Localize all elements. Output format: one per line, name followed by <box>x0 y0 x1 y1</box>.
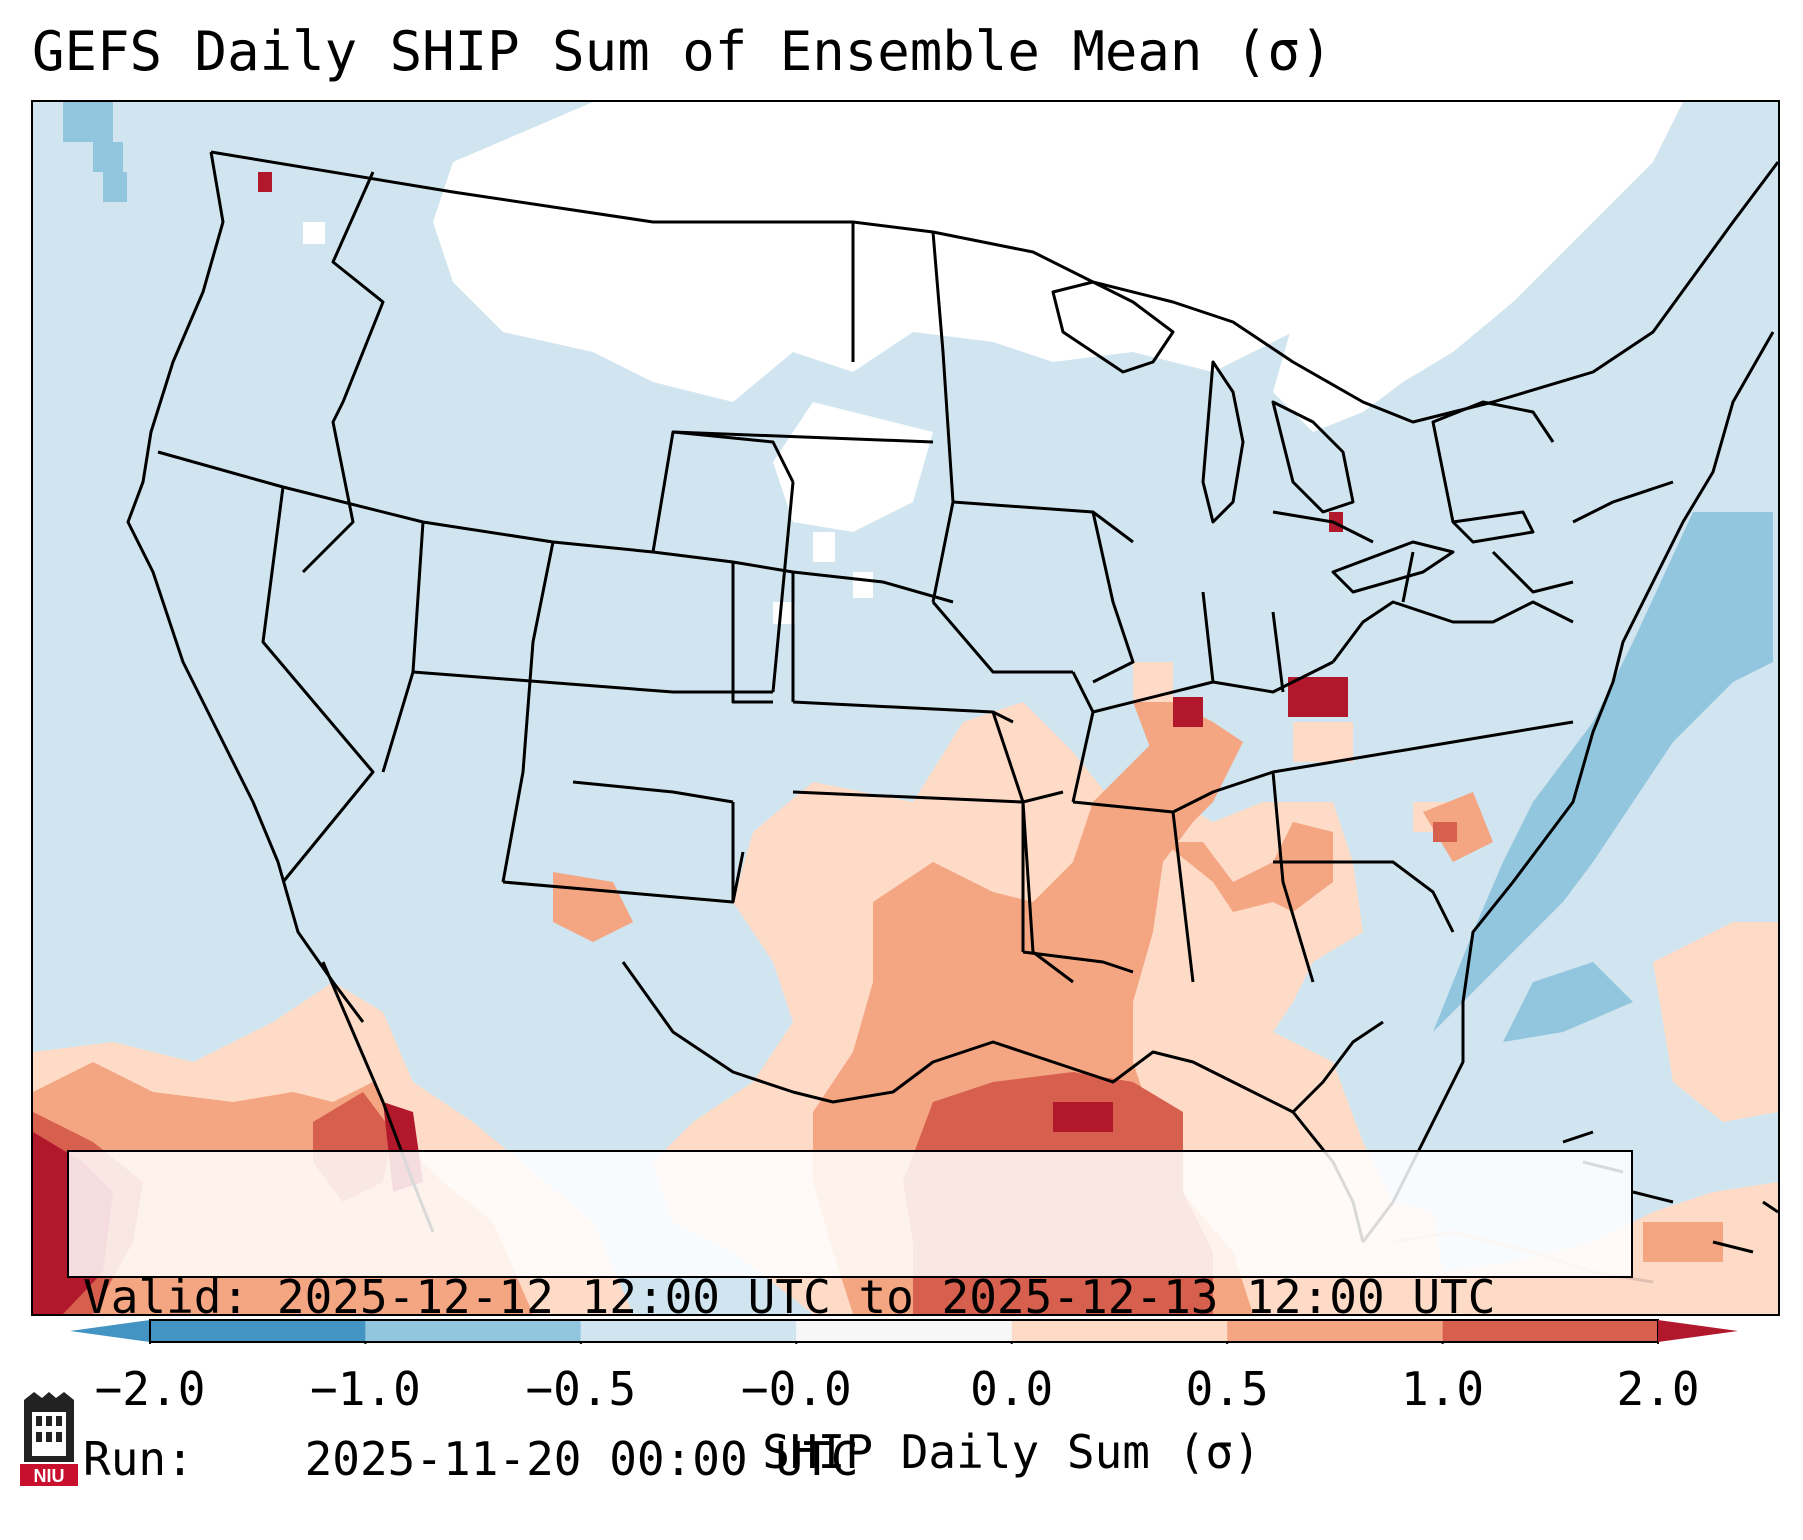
valid-value: 2025-12-12 12:00 UTC to 2025-12-13 12:00… <box>276 1270 1496 1324</box>
east-coast-line <box>1361 331 1775 1243</box>
colorbar <box>70 1319 1738 1344</box>
lake-michigan <box>1201 360 1245 524</box>
colorbar-bin <box>1227 1320 1443 1342</box>
lake-ontario <box>1451 510 1535 544</box>
valid-time-line: Valid: 2025-12-12 12:00 UTC to 2025-12-1… <box>83 1270 1617 1324</box>
colorbar-bin <box>580 1320 797 1342</box>
neutral-shading <box>303 102 1683 624</box>
colorbar-tick-label: −2.0 <box>94 1362 206 1416</box>
four-corners <box>412 670 773 694</box>
colorbar-bin <box>365 1320 581 1342</box>
valid-run-info-box: Valid: 2025-12-12 12:00 UTC to 2025-12-1… <box>67 1150 1633 1486</box>
chart-title: GEFS Daily SHIP Sum of Ensemble Mean (σ) <box>32 20 1333 83</box>
great-lakes <box>1051 280 1175 374</box>
colorbar-bin <box>150 1320 366 1342</box>
valid-label: Valid: <box>83 1270 250 1324</box>
florida-line <box>1291 1020 1384 1114</box>
niu-logo-text: NIU <box>34 1466 65 1486</box>
colorbar-tick-label: −1.0 <box>310 1362 421 1416</box>
niu-logo: NIU <box>20 1392 78 1486</box>
colorbar-bin <box>1442 1320 1658 1342</box>
colorbar-tick-label: 2.0 <box>1616 1362 1700 1416</box>
colorbar-label: SHIP Daily Sum (σ) <box>762 1425 1261 1479</box>
colorbar-tick-label: 0.0 <box>970 1362 1054 1416</box>
negative-anomaly-shading <box>63 102 1773 1292</box>
colorbar-tick-label: 1.0 <box>1401 1362 1485 1416</box>
colorbar-tick-label: −0.5 <box>525 1362 637 1416</box>
map-panel[interactable] <box>31 100 1780 1316</box>
colorbar-tick-label: −0.0 <box>740 1362 852 1416</box>
run-label: Run: <box>83 1432 194 1486</box>
lake-erie <box>1331 540 1455 594</box>
gulf-coast-line <box>621 961 1365 1243</box>
west-coast-line <box>126 151 365 1023</box>
colorbar-under-arrow <box>70 1320 150 1342</box>
colorbar-bin <box>1011 1320 1228 1342</box>
colorbar-over-arrow <box>1658 1320 1738 1342</box>
colorbar-bin <box>796 1320 1012 1342</box>
run-value: 2025-11-20 00:00 UTC <box>304 1432 859 1486</box>
canada-border <box>210 150 1778 424</box>
map-canvas <box>33 102 1778 1314</box>
run-time-line: Run: 2025-11-20 00:00 UTC <box>83 1432 1617 1486</box>
lake-huron <box>1271 400 1355 514</box>
colorbar-tick-label: 0.5 <box>1185 1362 1269 1416</box>
